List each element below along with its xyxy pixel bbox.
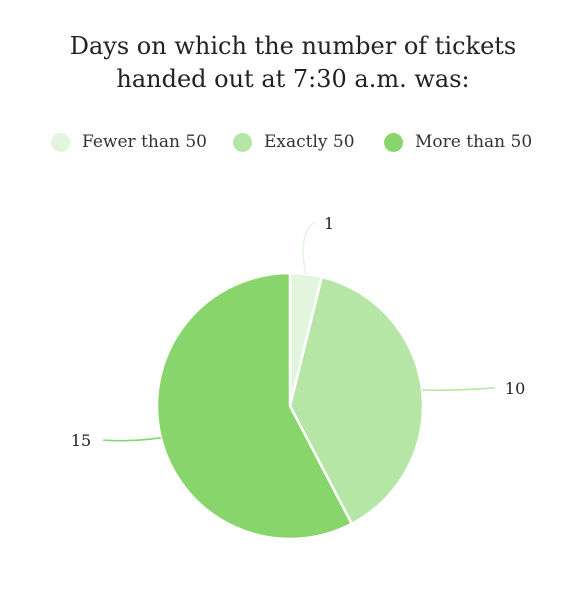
legend-label-fewer-than-50: Fewer than 50 [82, 132, 207, 152]
legend-label-exactly-50: Exactly 50 [264, 132, 355, 152]
legend-swatch-more-than-50 [384, 132, 403, 152]
leader-line-more-than-50 [103, 437, 162, 442]
data-label-fewer-than-50: 1 [324, 214, 334, 233]
chart-title-line-2: handed out at 7:30 a.m. was: [116, 65, 470, 93]
legend-item-fewer-than-50: Fewer than 50 [51, 128, 207, 156]
legend-swatch-exactly-50 [233, 132, 252, 152]
legend: Fewer than 50 Exactly 50 More than 50 [0, 128, 586, 156]
data-label-exactly-50: 10 [505, 379, 525, 398]
leader-line-exactly-50 [421, 387, 495, 392]
legend-swatch-fewer-than-50 [51, 132, 70, 152]
legend-item-more-than-50: More than 50 [384, 128, 532, 156]
chart-title: Days on which the number of tickets hand… [0, 30, 586, 96]
pie-slice-more-than-50 [155, 271, 354, 541]
data-label-more-than-50: 15 [71, 431, 91, 450]
legend-label-more-than-50: More than 50 [415, 132, 533, 152]
leader-line-fewer-than-50 [302, 222, 316, 275]
legend-item-exactly-50: Exactly 50 [233, 128, 355, 156]
chart-title-line-1: Days on which the number of tickets [69, 32, 517, 60]
